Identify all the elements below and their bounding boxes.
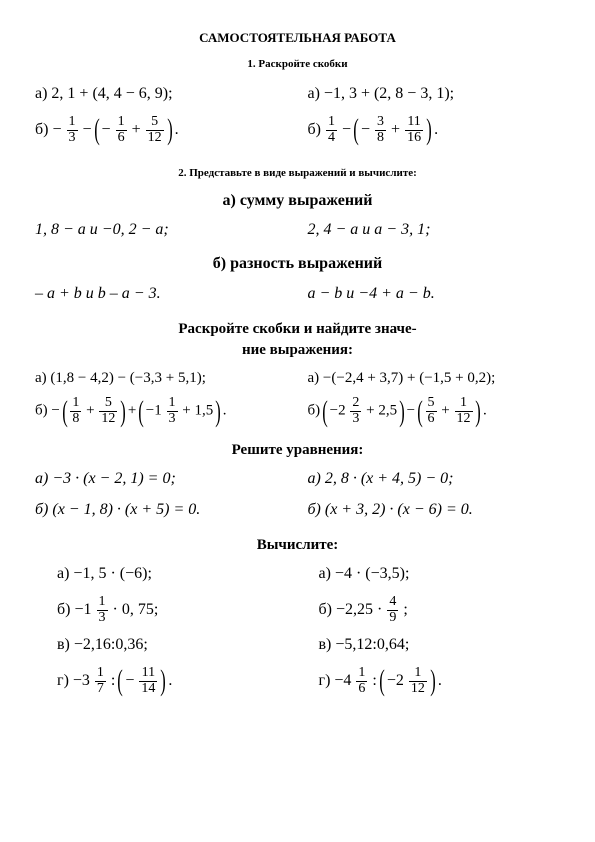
p2b-left: – a + b и b – a − 3.: [35, 284, 288, 305]
p1-a-right: а) −1, 3 + (2, 8 − 3, 1);: [288, 84, 561, 105]
p5b-right: б) −2,25 · 49 ;: [299, 595, 561, 625]
p5c-left: в) −2,16:0,36;: [57, 635, 299, 656]
p3a-right: а) −(−2,4 + 3,7) + (−1,5 + 0,2);: [288, 369, 561, 389]
p4a-right: а) 2, 8 · (x + 4, 5) − 0;: [288, 469, 561, 490]
sub-2a: а) сумму выражений: [35, 191, 560, 212]
head-3b: ние выражения:: [35, 341, 560, 361]
p2b-right: a − b и −4 + a − b.: [288, 284, 561, 305]
section-1-head: 1. Раскройте скобки: [35, 57, 560, 71]
p4a-left: а) −3 · (x − 2, 1) = 0;: [35, 469, 288, 490]
p4b-right: б) (x + 3, 2) · (x − 6) = 0.: [288, 500, 561, 521]
p5a-right: а) −4 · (−3,5);: [299, 564, 561, 585]
p5d-left: г) −3 17 : ( − 1114 ) .: [57, 666, 299, 696]
doc-title: САМОСТОЯТЕЛЬНАЯ РАБОТА: [35, 30, 560, 47]
p5a-left: а) −1, 5 · (−6);: [57, 564, 299, 585]
p3b-left: б) − ( 18 + 512 ) + ( −1 13 + 1,5 ) .: [35, 396, 288, 426]
p5d-right: г) −4 16 : ( −2 112 ) .: [299, 666, 561, 696]
p1-b-left: б) − 13 − ( − 16 + 512 ) .: [35, 115, 288, 145]
p2a-left: 1, 8 − a и −0, 2 − a;: [35, 220, 288, 241]
p2a-right: 2, 4 − a и a − 3, 1;: [288, 220, 561, 241]
p1-b-right: б) 14 − ( − 38 + 1116 ) .: [288, 115, 561, 145]
p1-a-left: а) 2, 1 + (4, 4 − 6, 9);: [35, 84, 288, 105]
head-3a: Раскройте скобки и найдите значе-: [35, 320, 560, 340]
p4b-left: б) (x − 1, 8) · (x + 5) = 0.: [35, 500, 288, 521]
section-2-head: 2. Представьте в виде выражений и вычисл…: [35, 166, 560, 180]
p3b-right: б) ( −2 23 + 2,5 ) − ( 56 + 112 ) .: [288, 396, 561, 426]
sub-2b: б) разность выражений: [35, 254, 560, 275]
head-4: Решите уравнения:: [35, 441, 560, 461]
p5b-left: б) −1 13 · 0, 75;: [57, 595, 299, 625]
p5c-right: в) −5,12:0,64;: [299, 635, 561, 656]
p3a-left: а) (1,8 − 4,2) − (−3,3 + 5,1);: [35, 369, 288, 389]
head-5: Вычислите:: [35, 536, 560, 556]
